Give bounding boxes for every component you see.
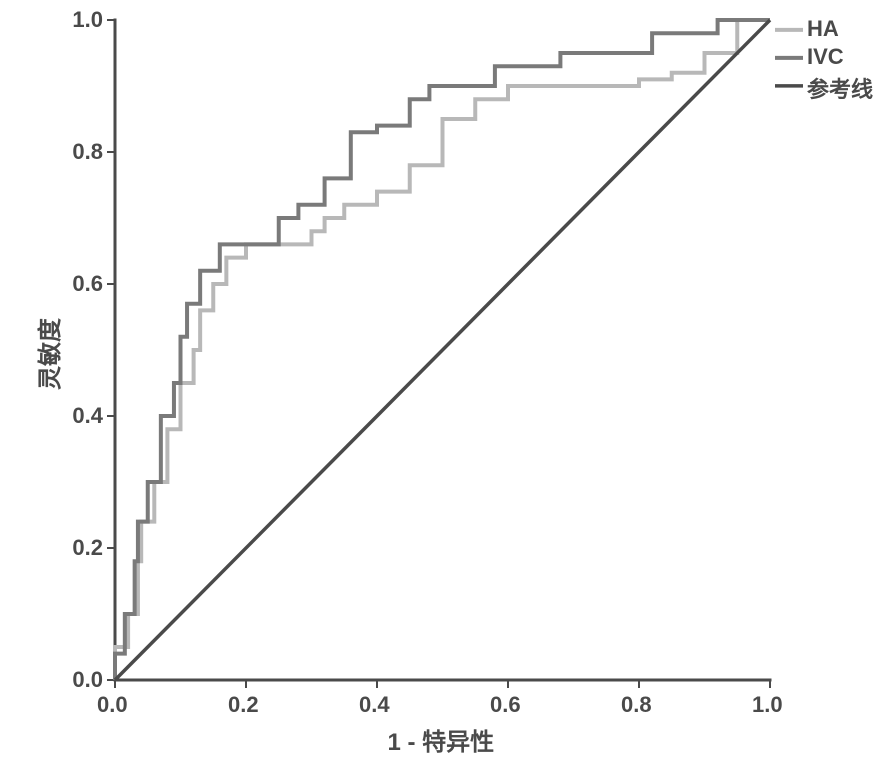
y-tick-label: 0.8 xyxy=(72,139,103,165)
legend-label-reference: 参考线 xyxy=(807,72,873,104)
x-tick-label: 0.0 xyxy=(97,692,128,718)
y-tick-label: 0.2 xyxy=(72,535,103,561)
x-tick-label: 0.8 xyxy=(621,692,652,718)
x-axis-label: 1 - 特异性 xyxy=(388,722,495,757)
y-tick-label: 0.4 xyxy=(72,403,103,429)
x-tick-label: 1.0 xyxy=(752,692,783,718)
x-tick-label: 0.2 xyxy=(228,692,259,718)
chart-svg xyxy=(0,0,879,759)
y-tick-label: 0.6 xyxy=(72,271,103,297)
roc-chart: 灵敏度 1 - 特异性 0.0 0.2 0.4 0.6 0.8 1.0 0.0 0.2 0.4 0… xyxy=(0,0,879,759)
y-tick-label: 1.0 xyxy=(72,7,103,33)
y-tick-label: 0.0 xyxy=(72,667,103,693)
x-tick-label: 0.4 xyxy=(359,692,390,718)
legend-label-IVC: IVC xyxy=(807,44,844,70)
x-tick-label: 0.6 xyxy=(490,692,521,718)
y-axis-label: 灵敏度 xyxy=(30,318,65,390)
legend-label-HA: HA xyxy=(807,16,839,42)
